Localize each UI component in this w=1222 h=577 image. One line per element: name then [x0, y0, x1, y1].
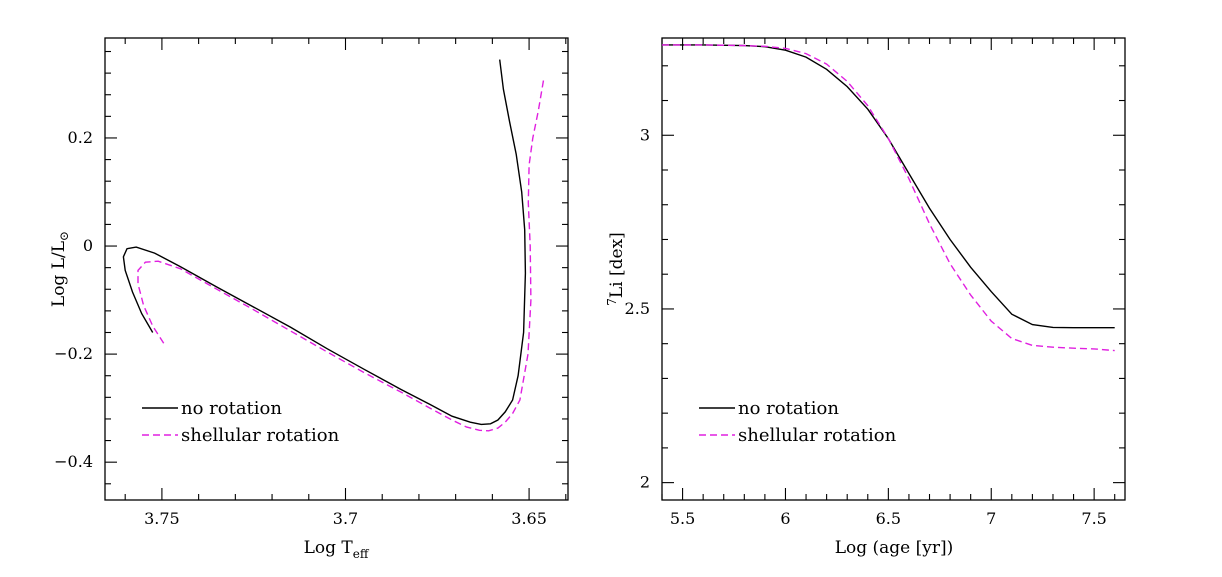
lithium-x-tick-label: 6.5: [876, 509, 901, 528]
lithium-tick-labels: 5.5 6 6.5 7 7.5 2 2.5 3: [625, 125, 1107, 528]
hr-plot-frame: [104, 37, 569, 501]
hr-series-no-rotation: [122, 59, 527, 426]
lithium-y-tick-label: 2.5: [625, 299, 650, 318]
lithium-y-axis-label: 7Li [dex]: [605, 232, 627, 306]
hr-tick-labels: 3.75 3.7 3.65 −0.4 −0.2 0 0.2: [54, 128, 547, 528]
hr-x-tick-label: 3.65: [511, 509, 547, 528]
lithium-plot-frame: [661, 37, 1126, 501]
hr-y-tick-label: −0.4: [54, 452, 93, 471]
lithium-series-shellular-rotation: [662, 44, 1115, 352]
lithium-x-tick-label: 7.5: [1081, 509, 1106, 528]
lithium-series: [662, 44, 1115, 352]
lithium-legend: no rotation shellular rotation: [699, 398, 897, 446]
hr-x-tick-label: 3.7: [333, 509, 358, 528]
hr-y-tick-label: −0.2: [54, 344, 93, 363]
lithium-y-tick-label: 2: [640, 473, 650, 492]
hr-y-tick-label: 0.2: [68, 128, 93, 147]
lithium-ticks: [661, 38, 1125, 500]
hr-legend-label: no rotation: [181, 398, 282, 419]
lithium-x-axis-label: Log (age [yr]): [835, 538, 954, 558]
lithium-y-tick-label: 3: [640, 125, 650, 144]
hr-series: [122, 59, 545, 432]
lithium-series-no-rotation: [662, 44, 1115, 329]
hr-y-axis-label: Log L/L⊙: [49, 231, 71, 307]
hr-ticks: [105, 38, 568, 500]
lithium-panel: 5.5 6 6.5 7 7.5 2 2.5 3 no rotation shellular ro…: [605, 37, 1126, 558]
hr-x-tick-label: 3.75: [144, 509, 180, 528]
lithium-x-tick-label: 6: [780, 509, 790, 528]
hr-y-tick-label: 0: [83, 236, 93, 255]
lithium-x-tick-label: 5.5: [670, 509, 695, 528]
lithium-legend-label: shellular rotation: [738, 425, 897, 446]
lithium-legend-label: no rotation: [738, 398, 839, 419]
hr-legend-label: shellular rotation: [181, 425, 340, 446]
hr-series-shellular-rotation: [137, 78, 545, 432]
hr-diagram-panel: 3.75 3.7 3.65 −0.4 −0.2 0 0.2 no rotation shell…: [49, 37, 569, 561]
hr-legend: no rotation shellular rotation: [142, 398, 340, 446]
hr-x-axis-label: Log Teff: [304, 538, 370, 561]
lithium-x-tick-label: 7: [986, 509, 996, 528]
